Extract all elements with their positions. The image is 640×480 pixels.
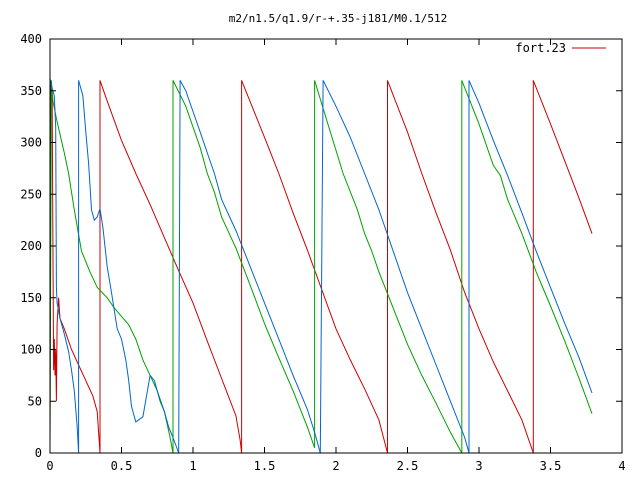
y-tick-label: 200 bbox=[20, 239, 42, 253]
series-3 bbox=[49, 78, 593, 454]
series-2-line bbox=[314, 80, 463, 454]
y-tick-label: 350 bbox=[20, 84, 42, 98]
x-tick-label: 1 bbox=[189, 459, 196, 473]
series-3-reset bbox=[178, 80, 181, 454]
y-tick-label: 250 bbox=[20, 187, 42, 201]
series-2-line bbox=[49, 80, 174, 454]
series-1-line bbox=[532, 80, 593, 234]
y-tick-label: 150 bbox=[20, 291, 42, 305]
chart-title: m2/n1.5/q1.9/r-+.35-j181/M0.1/512 bbox=[229, 12, 448, 25]
legend: fort.23 bbox=[515, 41, 606, 55]
x-tick-label: 0.5 bbox=[111, 459, 133, 473]
series-1-line bbox=[99, 80, 243, 454]
series-2-line bbox=[172, 80, 316, 448]
x-tick-label: 2 bbox=[332, 459, 339, 473]
x-tick-label: 0 bbox=[46, 459, 53, 473]
y-tick-label: 0 bbox=[35, 446, 42, 460]
x-tick-label: 1.5 bbox=[254, 459, 276, 473]
series-1-line bbox=[387, 80, 534, 454]
axis-ticks: 0 0.5 1 1.5 2 2.5 3 3.5 4 0 50 100 150 200 250 300 350 40… bbox=[20, 32, 625, 473]
y-tick-label: 50 bbox=[28, 394, 42, 408]
plot-frame bbox=[49, 38, 623, 454]
x-tick-label: 3.5 bbox=[540, 459, 562, 473]
x-tick-label: 3 bbox=[475, 459, 482, 473]
series-3-line bbox=[468, 80, 593, 394]
y-tick-label: 300 bbox=[20, 136, 42, 150]
series-3-reset bbox=[319, 80, 324, 454]
series-layer bbox=[49, 78, 593, 454]
series-3-line bbox=[49, 78, 80, 454]
y-tick-label: 400 bbox=[20, 32, 42, 46]
series-2 bbox=[49, 80, 593, 454]
series-3-line bbox=[179, 80, 321, 454]
series-3-line bbox=[78, 80, 180, 454]
x-tick-label: 4 bbox=[618, 459, 625, 473]
series-3-line bbox=[322, 80, 470, 454]
series-1-line bbox=[49, 80, 101, 454]
x-tick-label: 2.5 bbox=[397, 459, 419, 473]
y-tick-label: 100 bbox=[20, 343, 42, 357]
legend-label: fort.23 bbox=[515, 41, 566, 55]
series-2-line bbox=[461, 80, 593, 414]
